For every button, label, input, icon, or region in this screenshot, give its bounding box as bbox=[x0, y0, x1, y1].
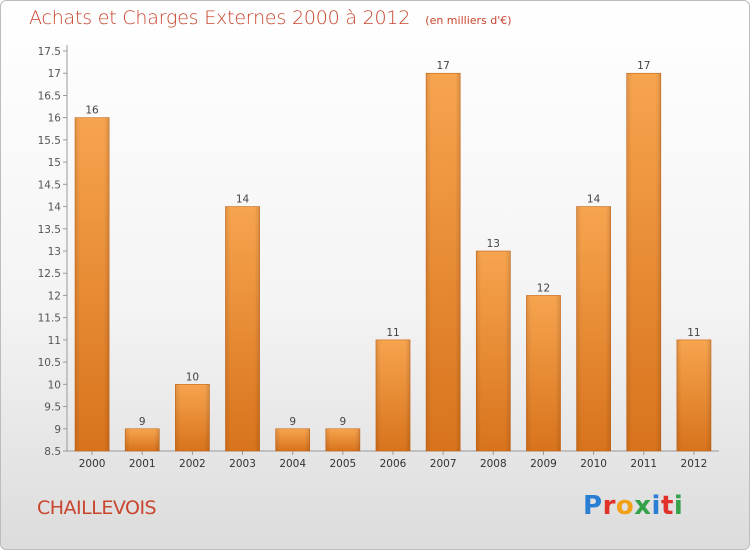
x-tick-label: 2012 bbox=[681, 458, 708, 470]
x-tick-label: 2004 bbox=[279, 458, 306, 470]
bar-value-label: 11 bbox=[386, 327, 399, 339]
y-tick-label: 15 bbox=[48, 157, 61, 169]
bar-value-label: 9 bbox=[340, 416, 347, 428]
x-tick-label: 2010 bbox=[580, 458, 607, 470]
y-tick-label: 13 bbox=[48, 246, 61, 258]
chart-subtitle: (en milliers d'€) bbox=[425, 14, 512, 27]
y-tick-label: 15.5 bbox=[38, 135, 61, 147]
y-tick-label: 11 bbox=[48, 335, 61, 347]
bars bbox=[74, 72, 712, 452]
y-tick-label: 12 bbox=[48, 290, 61, 302]
x-axis: 2000 2001 2002 2003 2004 2005 2006 2007 2008 2009… bbox=[67, 450, 719, 470]
y-tick-label: 17.5 bbox=[38, 46, 61, 58]
y-tick-label: 9 bbox=[54, 424, 61, 436]
brand-letter: P bbox=[583, 491, 603, 521]
bar-shade bbox=[676, 339, 711, 451]
chart-title: Achats et Charges Externes 2000 à 2012 bbox=[29, 7, 411, 29]
bar-value-label: 12 bbox=[537, 282, 550, 294]
y-tick-label: 9.5 bbox=[44, 402, 61, 414]
bar-shade bbox=[375, 339, 411, 451]
y-tick-label: 14.5 bbox=[38, 179, 61, 191]
brand-letter: i bbox=[651, 491, 661, 521]
title-row: Achats et Charges Externes 2000 à 2012 (… bbox=[29, 7, 512, 29]
bar-shade bbox=[175, 384, 210, 451]
y-tick-label: 16 bbox=[48, 113, 62, 125]
y-tick-label: 17 bbox=[48, 68, 61, 80]
x-tick-label: 2000 bbox=[79, 458, 106, 470]
bar-value-label: 14 bbox=[236, 194, 250, 206]
brand-letter: t bbox=[660, 491, 674, 521]
bar-value-label: 10 bbox=[186, 371, 199, 383]
bar-shade bbox=[426, 73, 461, 451]
y-tick-label: 8.5 bbox=[44, 446, 61, 458]
y-tick-label: 11.5 bbox=[38, 313, 61, 325]
y-tick-label: 10.5 bbox=[38, 357, 61, 369]
y-tick-label: 14 bbox=[48, 202, 62, 214]
x-tick-label: 2009 bbox=[530, 458, 557, 470]
commune-name: CHAILLEVOIS bbox=[37, 497, 157, 519]
x-tick-label: 2002 bbox=[179, 458, 206, 470]
bar-shade bbox=[125, 428, 160, 451]
y-tick-label: 13.5 bbox=[38, 224, 61, 236]
bar-value-label: 13 bbox=[487, 238, 500, 250]
brand-letter: o bbox=[615, 491, 635, 521]
bar-value-label: 9 bbox=[139, 416, 146, 428]
bar-shade bbox=[576, 206, 611, 451]
bar-shade bbox=[225, 206, 260, 451]
bar-shade bbox=[626, 73, 661, 451]
brand-logo[interactable]: Proxiti bbox=[583, 491, 683, 521]
x-tick-label: 2006 bbox=[380, 458, 407, 470]
bar-value-label: 14 bbox=[587, 194, 601, 206]
x-tick-label: 2011 bbox=[630, 458, 657, 470]
y-tick-label: 16.5 bbox=[38, 90, 61, 102]
x-tick-label: 2007 bbox=[430, 458, 457, 470]
y-axis: 8.5 9 9.5 10 10.5 11 11.5 12 12.5 13 13.5 14 14.5 15 1… bbox=[38, 45, 68, 458]
y-tick-label: 12.5 bbox=[38, 268, 61, 280]
x-tick-label: 2008 bbox=[480, 458, 507, 470]
brand-letter: r bbox=[602, 491, 616, 521]
x-tick-label: 2005 bbox=[329, 458, 356, 470]
bar-value-label: 9 bbox=[289, 416, 296, 428]
x-tick-label: 2001 bbox=[129, 458, 156, 470]
y-tick-label: 10 bbox=[48, 379, 61, 391]
bar-value-label: 17 bbox=[637, 60, 650, 72]
x-tick-label: 2003 bbox=[229, 458, 256, 470]
bar-shade bbox=[476, 251, 511, 451]
data-labels: 16 9 10 14 9 9 11 17 13 12 14 17 11 bbox=[85, 60, 700, 428]
bar-value-label: 11 bbox=[687, 327, 700, 339]
brand-letter: x bbox=[634, 491, 652, 521]
bar-value-label: 17 bbox=[436, 60, 449, 72]
bar-shade bbox=[75, 117, 110, 452]
bar-shade bbox=[275, 428, 310, 451]
bar-shade bbox=[526, 295, 561, 451]
brand-letter: i bbox=[673, 491, 684, 521]
bar-value-label: 16 bbox=[85, 105, 99, 117]
bar-shade bbox=[325, 428, 360, 451]
